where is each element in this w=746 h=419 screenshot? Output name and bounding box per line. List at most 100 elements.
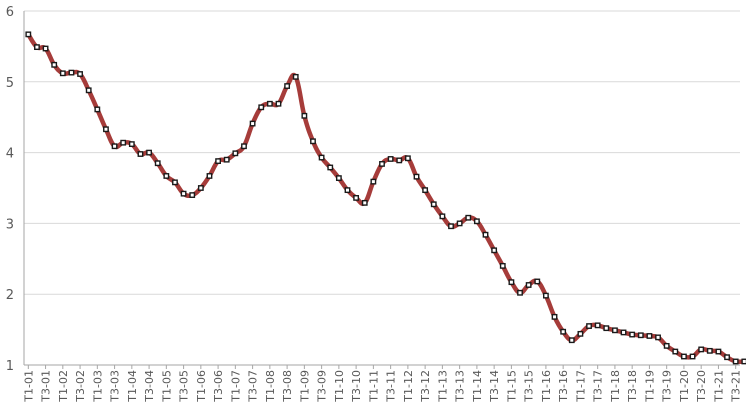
data-point-T2-05 (172, 179, 178, 186)
x-tick-label: T3-14 (488, 370, 501, 403)
data-point-T3-03 (111, 143, 118, 150)
data-point-T4-18 (637, 332, 644, 339)
x-tick-label: T3-21 (730, 370, 743, 403)
data-point-T1-18 (612, 327, 618, 334)
data-point-T2-11 (379, 161, 385, 167)
data-point-T2-09 (310, 138, 316, 145)
data-point-T3-12 (422, 187, 429, 194)
data-point-T2-10 (344, 187, 351, 194)
data-point-T3-17 (594, 322, 601, 329)
data-point-T2-17 (586, 323, 592, 329)
x-tick-label: T1-11 (367, 370, 380, 403)
data-point-T1-05 (163, 173, 170, 179)
x-tick-label: T1-06 (195, 370, 208, 403)
data-point-T2-02 (68, 69, 75, 76)
data-point-T3-21 (732, 358, 739, 365)
data-point-T4-16 (568, 337, 575, 344)
data-point-T4-07 (258, 104, 265, 111)
x-tick-label: T1-17 (574, 370, 587, 403)
data-point-T3-02 (77, 71, 83, 77)
data-point-T4-08 (292, 73, 299, 80)
data-point-T4-01 (51, 61, 58, 68)
data-point-T3-01 (42, 45, 49, 52)
data-point-T1-19 (646, 333, 653, 339)
data-point-T2-19 (655, 334, 661, 341)
x-tick-label: T3-05 (178, 370, 191, 403)
data-point-T4-13 (465, 214, 472, 221)
gridlines (24, 10, 740, 295)
data-point-T3-15 (525, 282, 532, 288)
data-point-T1-09 (301, 112, 308, 119)
data-point-T1-21 (715, 348, 722, 355)
data-point-T3-06 (215, 158, 221, 164)
data-point-T4-04 (154, 160, 161, 167)
data-point-T1-10 (335, 175, 342, 181)
x-tick-label: T1-09 (298, 370, 311, 403)
data-point-T4-17 (603, 325, 610, 332)
x-tick-label: T1-04 (126, 370, 139, 403)
data-point-T3-16 (560, 328, 567, 335)
data-point-T4-11 (396, 157, 403, 164)
data-point-T4-05 (189, 192, 196, 198)
x-tick-label: T1-01 (22, 370, 35, 403)
x-tick-label: T1-05 (160, 370, 173, 403)
data-point-T2-20 (689, 353, 696, 360)
data-point-T1-16 (543, 292, 549, 299)
data-point-T4-10 (361, 199, 368, 206)
data-point-T3-08 (284, 83, 291, 89)
x-tick-label: T1-14 (471, 370, 484, 403)
data-point-T3-20 (698, 346, 705, 353)
x-tick-label: T1-15 (505, 370, 518, 403)
series-line (26, 32, 746, 365)
x-tick-label: T1-10 (333, 370, 346, 403)
series-markers (25, 31, 746, 365)
data-point-T1-02 (59, 70, 66, 77)
data-point-T3-07 (249, 120, 256, 127)
x-tick-label: T3-08 (281, 370, 294, 403)
data-point-T3-18 (629, 331, 636, 338)
data-point-T1-06 (197, 185, 204, 191)
x-tick-label: T3-02 (74, 370, 87, 403)
x-tick-label: T3-03 (109, 370, 122, 403)
data-point-T2-04 (137, 151, 144, 157)
y-tick-label: 6 (6, 5, 14, 20)
data-point-T1-03 (94, 106, 101, 113)
data-point-T4-02 (85, 87, 92, 94)
data-point-T2-14 (482, 231, 489, 238)
x-tick-label: T3-17 (592, 370, 605, 403)
data-point-T2-08 (275, 100, 282, 107)
data-point-T2-06 (206, 173, 213, 179)
data-point-T4-03 (120, 139, 127, 146)
series-price (26, 32, 746, 365)
y-tick-label: 4 (6, 147, 14, 162)
y-tick-label: 5 (6, 76, 14, 91)
data-point-T1-07 (232, 150, 239, 157)
data-point-T4-06 (223, 156, 230, 163)
x-tick-label: T1-19 (643, 370, 656, 403)
x-tick-label: T1-02 (57, 370, 70, 403)
data-point-T3-14 (491, 247, 498, 254)
x-tick-label: T3-06 (212, 370, 225, 403)
data-point-T2-01 (34, 44, 40, 51)
data-point-T1-08 (266, 100, 273, 107)
x-tick-labels: T1-01 T3-01 T1-02 T3-02 T1-03 T3-03 T1-04 T3-04… (22, 370, 742, 403)
x-tick-label: T1-03 (91, 370, 104, 403)
y-tick-label: 3 (6, 217, 14, 232)
data-point-T4-09 (327, 164, 334, 171)
data-point-T1-11 (370, 178, 377, 185)
x-tick-label: T1-12 (402, 370, 415, 403)
data-point-T4-19 (672, 348, 679, 355)
data-point-T3-13 (456, 220, 463, 227)
data-point-T3-05 (180, 190, 187, 197)
y-tick-labels: 1 2 3 4 5 6 (6, 5, 14, 374)
data-point-T1-15 (508, 279, 515, 286)
x-tick-label: T3-12 (419, 370, 432, 403)
x-tick-label: T1-21 (712, 370, 725, 403)
data-point-T1-01 (25, 31, 32, 38)
y-tick-label: 1 (6, 359, 14, 374)
data-point-T2-18 (620, 329, 627, 336)
data-point-T2-13 (448, 223, 454, 230)
data-point-T2-15 (517, 289, 523, 296)
data-point-T3-09 (318, 154, 325, 161)
